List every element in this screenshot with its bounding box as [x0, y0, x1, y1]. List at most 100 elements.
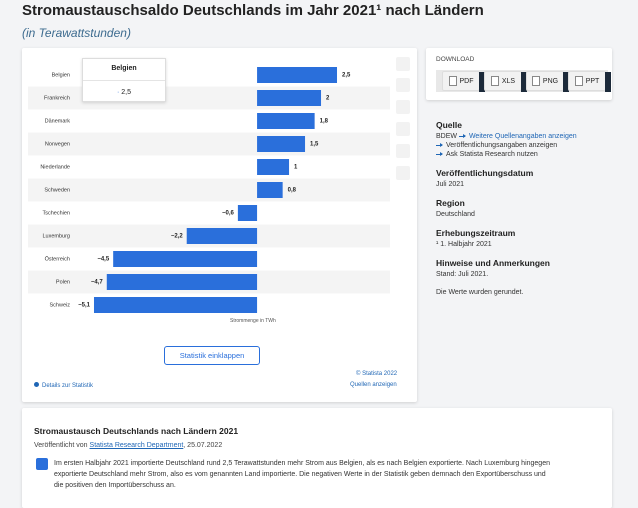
tooltip-value-text: 2,5: [121, 89, 132, 96]
format-label[interactable]: XLS: [501, 77, 516, 85]
section-title: Veröffentlichungsdatum: [436, 168, 534, 178]
value-label: 2: [326, 96, 330, 102]
value-label: 0,8: [288, 188, 297, 194]
sources-link[interactable]: Quellen anzeigen: [350, 382, 397, 388]
format-arrow[interactable]: [605, 72, 611, 92]
tooltip: Belgien · 2,5: [82, 58, 166, 102]
section-title: Erhebungszeitraum: [436, 228, 516, 238]
format-arrow[interactable]: [521, 72, 527, 92]
bar: [257, 136, 306, 152]
collapse-button[interactable]: Statistik einklappen: [164, 346, 260, 365]
section-text: Stand: Juli 2021.: [436, 271, 489, 278]
category-label: Österreich: [45, 255, 70, 262]
section-text: Deutschland: [436, 211, 475, 218]
ask-link[interactable]: Ask Statista Research nutzen: [436, 151, 611, 158]
value-label: 1,5: [310, 142, 319, 148]
row-band: [28, 178, 390, 202]
bar: [257, 67, 338, 83]
pub-link[interactable]: Veröffentlichungsangaben anzeigen: [436, 142, 611, 149]
share-button[interactable]: [396, 122, 410, 136]
print-button[interactable]: [396, 166, 410, 180]
category-label: Belgien: [52, 72, 70, 78]
details-link[interactable]: Details zur Statistik: [34, 382, 93, 389]
bar: [106, 274, 258, 290]
section-text: ¹ 1. Halbjahr 2021: [436, 241, 492, 248]
details-text[interactable]: Details zur Statistik: [42, 383, 94, 389]
value-label: −5,1: [78, 303, 91, 309]
download-card: DOWNLOAD PDF XLS PNG PPT: [426, 48, 612, 100]
section-title: Hinweise und Anmerkungen: [436, 258, 550, 268]
copyright[interactable]: © Statista 2022: [356, 371, 398, 377]
format-arrow[interactable]: [479, 72, 485, 92]
download-button[interactable]: PPT: [568, 71, 611, 92]
category-label: Schweden: [44, 187, 70, 193]
category-label: Norwegen: [45, 141, 70, 147]
source-line: BDEW Weitere Quellenangaben anzeigen: [436, 133, 611, 140]
bar: [186, 228, 258, 244]
subtitle: (in Terawattstunden): [22, 26, 131, 40]
bar: [113, 251, 258, 267]
format-label[interactable]: PDF: [459, 77, 474, 85]
note: Die Werte wurden gerundet.: [436, 289, 524, 296]
category-label: Polen: [56, 279, 70, 285]
category-label: Luxemburg: [42, 233, 70, 239]
value-label: −0,6: [222, 211, 235, 217]
value-label: 2,5: [342, 73, 351, 79]
description-title: Stromaustausch Deutschlands nach Ländern…: [34, 426, 239, 436]
category-label: Niederlande: [40, 164, 70, 170]
download-title: DOWNLOAD: [436, 56, 475, 63]
chart: Belgien 2,5 Frankreich 2 Dänemark 1,8 Norwegen…: [28, 67, 390, 313]
bar: [93, 297, 258, 313]
category-label: Dänemark: [45, 118, 71, 124]
file-icon: [448, 76, 457, 86]
tooltip-title: Belgien: [111, 65, 137, 72]
bar: [257, 182, 283, 198]
star-button[interactable]: [396, 57, 410, 71]
cite-button[interactable]: [396, 144, 410, 158]
pub-link-text[interactable]: Veröffentlichungsangaben anzeigen: [446, 142, 558, 149]
ask-link-text[interactable]: Ask Statista Research nutzen: [446, 151, 538, 158]
source-link[interactable]: Weitere Quellenangaben anzeigen: [468, 133, 577, 140]
description-icon: [36, 458, 48, 470]
bar: [257, 90, 322, 106]
value-label: −2,2: [171, 234, 184, 240]
format-label[interactable]: PNG: [542, 77, 559, 85]
source-title: Quelle: [436, 120, 462, 130]
bar: [257, 113, 315, 129]
category-label: Tschechien: [42, 210, 70, 216]
file-icon: [531, 76, 540, 86]
file-icon: [490, 76, 499, 86]
section-title: Region: [436, 198, 465, 208]
format-label[interactable]: PPT: [585, 77, 600, 85]
info-panel: Quelle BDEW Weitere Quellenangaben anzei…: [436, 120, 611, 296]
settings-button[interactable]: [396, 100, 410, 114]
download-button[interactable]: XLS: [484, 71, 527, 92]
value-label: −4,7: [91, 280, 104, 286]
value-label: −4,5: [97, 257, 110, 263]
description-text: Im ersten Halbjahr 2021 importierte Deut…: [54, 460, 550, 489]
category-label: Frankreich: [44, 95, 70, 101]
published-by: Veröffentlicht von: [34, 442, 88, 449]
category-label: Schweiz: [50, 302, 71, 308]
date: , 25.07.2022: [183, 442, 223, 449]
section-text: Juli 2021: [436, 181, 465, 188]
file-icon: [574, 76, 583, 86]
value-label: 1: [294, 165, 298, 171]
download-bar: PDF XLS PNG PPT: [436, 70, 611, 92]
tooltip-value: · 2,5: [83, 80, 165, 96]
value-label: 1,8: [320, 119, 329, 125]
download-button[interactable]: PNG: [526, 71, 569, 92]
download-button[interactable]: PDF: [442, 71, 485, 92]
bar: [257, 159, 290, 175]
bell-button[interactable]: [396, 78, 410, 92]
page-title: Stromaustauschsaldo Deutschlands im Jahr…: [22, 2, 484, 19]
x-axis-label: Strommenge in TWh: [230, 318, 276, 324]
bar: [237, 205, 258, 221]
source: BDEW: [436, 133, 457, 140]
published: Veröffentlicht von Statista Research Dep…: [34, 442, 222, 449]
description-card: Stromaustausch Deutschlands nach Ländern…: [22, 408, 612, 508]
row-band: [28, 132, 390, 156]
format-arrow[interactable]: [563, 72, 569, 92]
author[interactable]: Statista Research Department: [89, 442, 184, 449]
